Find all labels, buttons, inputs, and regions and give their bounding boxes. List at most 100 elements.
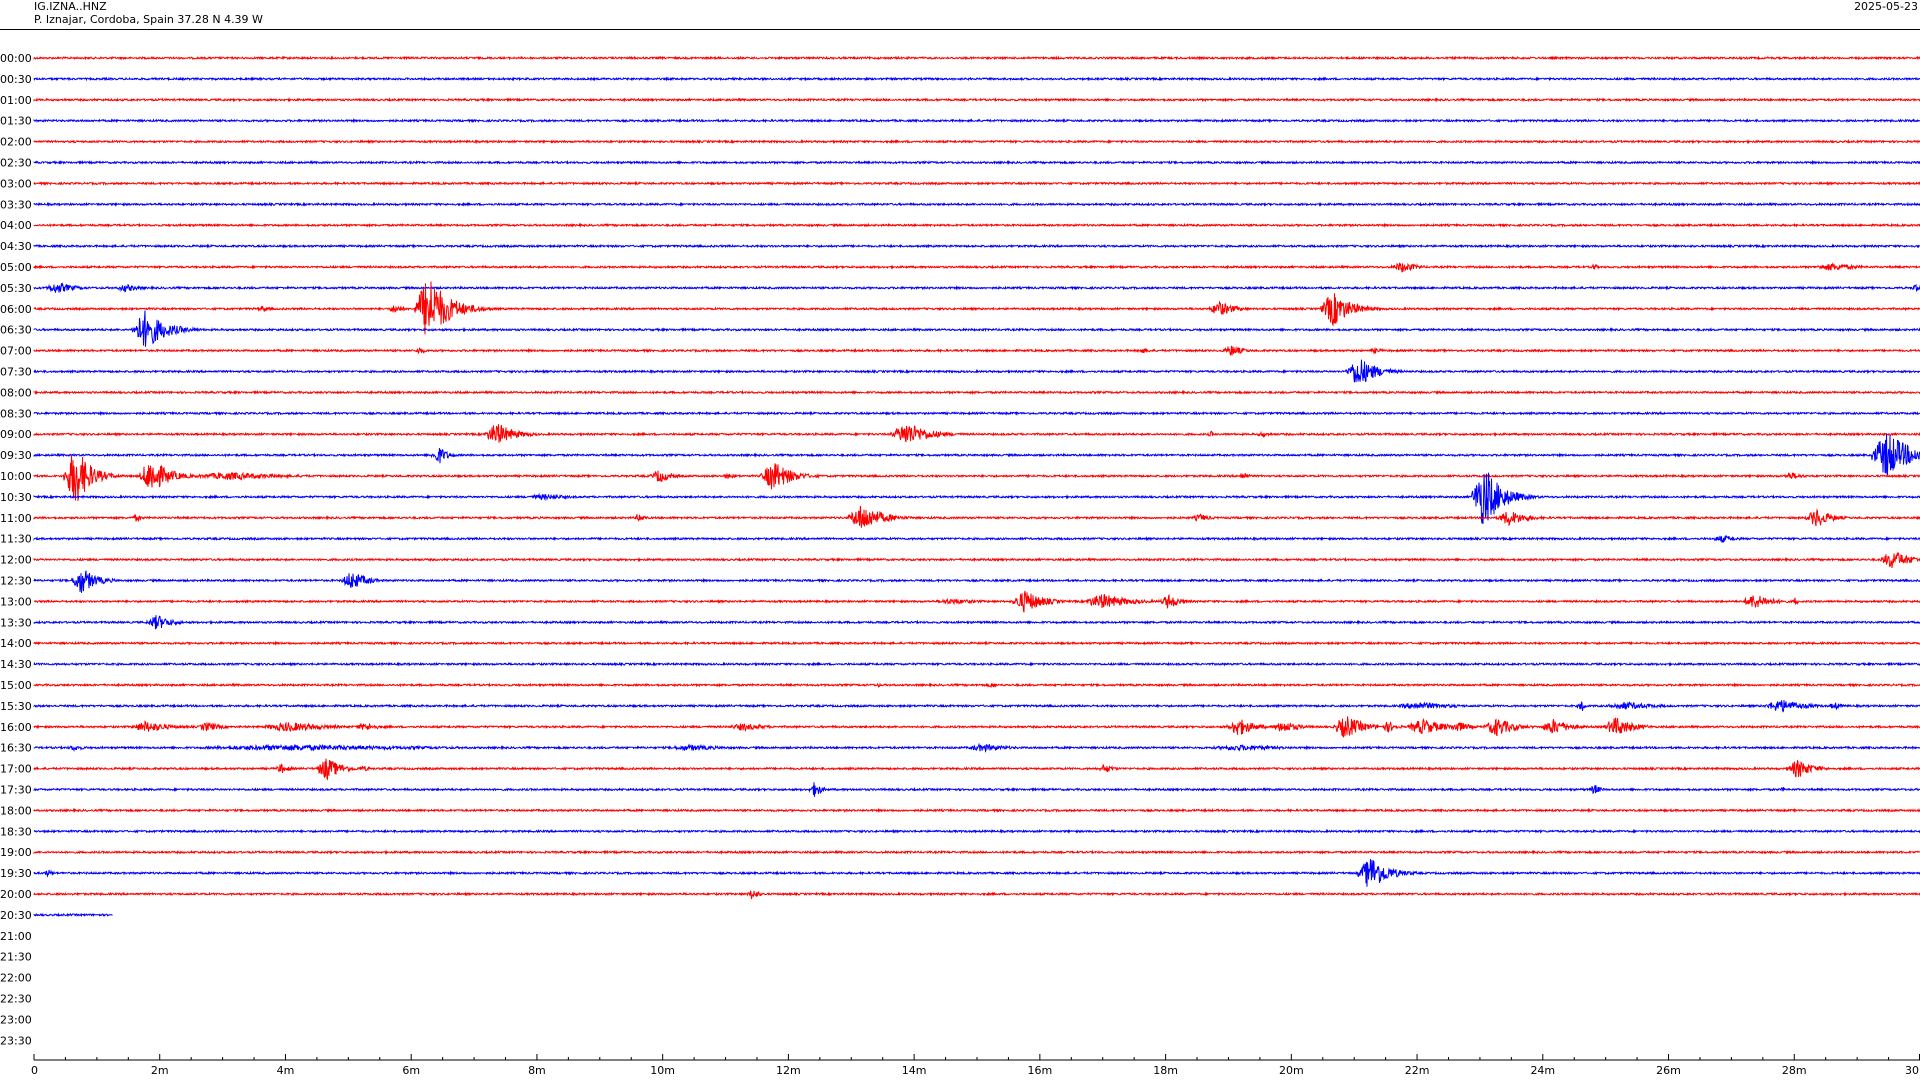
seismic-trace-1530	[33, 700, 1920, 713]
x-tick-label: 24m	[1530, 1064, 1555, 1077]
row-time-label: 08:30	[0, 407, 32, 420]
row-time-label: 22:30	[0, 993, 32, 1006]
row-label-group: 00:00 00:30 01:00 01:30 02:00 02:30 03:00 03:30…	[0, 52, 32, 1047]
seismic-trace-1100	[33, 505, 1920, 528]
row-time-label: 23:00	[0, 1013, 32, 1026]
seismic-trace-1730	[33, 782, 1920, 797]
x-tick-label: 22m	[1405, 1064, 1430, 1077]
seismic-trace-1400	[33, 640, 1920, 646]
row-time-label: 17:30	[0, 784, 32, 797]
seismic-trace-1800	[33, 807, 1920, 814]
seismic-trace-0600	[33, 281, 1920, 335]
record-date: 2025-05-23	[1854, 0, 1918, 13]
x-axis: 0 2m 4m 6m 8m 10m 12m 14m 16m 18m 20m 22m 24m 26m 28m 3…	[31, 1054, 1920, 1077]
row-time-label: 10:00	[0, 470, 32, 483]
seismic-trace-0200	[33, 138, 1920, 145]
row-time-label: 19:30	[0, 867, 32, 880]
row-time-label: 22:00	[0, 972, 32, 985]
row-time-label: 14:00	[0, 637, 32, 650]
row-time-label: 03:00	[0, 177, 32, 190]
row-time-label: 11:30	[0, 533, 32, 546]
row-time-label: 13:00	[0, 595, 32, 608]
row-time-label: 06:30	[0, 324, 32, 337]
row-time-label: 10:30	[0, 491, 32, 504]
seismic-trace-1830	[33, 828, 1920, 834]
row-time-label: 18:30	[0, 825, 32, 838]
seismic-trace-0330	[33, 201, 1920, 207]
row-time-label: 07:30	[0, 366, 32, 379]
seismic-trace-1200	[33, 551, 1920, 568]
seismic-trace-0900	[33, 424, 1920, 443]
row-time-label: 09:30	[0, 449, 32, 462]
row-time-label: 00:00	[0, 52, 32, 65]
x-tick-label: 2m	[151, 1064, 169, 1077]
row-time-label: 15:00	[0, 679, 32, 692]
row-time-label: 18:00	[0, 804, 32, 817]
row-time-label: 12:00	[0, 554, 32, 567]
x-tick-label: 6m	[402, 1064, 420, 1077]
seismic-trace-2000	[33, 890, 1920, 900]
row-time-label: 05:00	[0, 261, 32, 274]
row-time-label: 08:00	[0, 386, 32, 399]
seismic-trace-1600	[33, 716, 1920, 738]
row-time-label: 02:00	[0, 136, 32, 149]
trace-group	[33, 55, 1920, 918]
x-tick-label: 10m	[650, 1064, 675, 1077]
x-tick-label: 28m	[1782, 1064, 1807, 1077]
row-time-label: 21:00	[0, 930, 32, 943]
row-time-label: 06:00	[0, 303, 32, 316]
seismic-trace-1230	[33, 570, 1920, 593]
seismic-trace-0630	[33, 310, 1920, 347]
x-tick-label: 0	[31, 1064, 38, 1077]
row-time-label: 21:30	[0, 951, 32, 964]
x-tick-label: 16m	[1028, 1064, 1053, 1077]
station-code: IG.IZNA..HNZ	[34, 0, 107, 13]
seismic-trace-0030	[33, 76, 1920, 82]
row-time-label: 23:30	[0, 1034, 32, 1047]
seismic-trace-0400	[33, 222, 1920, 228]
seismic-trace-1630	[33, 742, 1920, 753]
row-time-label: 07:00	[0, 345, 32, 358]
row-time-label: 17:00	[0, 763, 32, 776]
x-tick-label: 18m	[1153, 1064, 1178, 1077]
x-tick-label: 30	[1905, 1064, 1919, 1077]
row-time-label: 03:30	[0, 198, 32, 211]
row-time-label: 12:30	[0, 575, 32, 588]
seismic-trace-0000	[33, 55, 1920, 61]
row-time-label: 15:30	[0, 700, 32, 713]
seismic-trace-1130	[33, 534, 1920, 543]
row-time-label: 09:00	[0, 428, 32, 441]
x-tick-label: 12m	[776, 1064, 801, 1077]
row-time-label: 20:00	[0, 888, 32, 901]
seismic-trace-1300	[33, 590, 1920, 613]
row-time-label: 11:00	[0, 512, 32, 525]
x-tick-label: 26m	[1656, 1064, 1681, 1077]
row-time-label: 00:30	[0, 73, 32, 86]
seismic-trace-1900	[33, 849, 1920, 855]
seismic-trace-0800	[33, 389, 1920, 396]
row-time-label: 20:30	[0, 909, 32, 922]
row-time-label: 04:30	[0, 240, 32, 253]
row-time-label: 19:00	[0, 846, 32, 859]
seismic-trace-0830	[33, 410, 1920, 417]
seismic-trace-0500	[33, 262, 1920, 273]
x-tick-label: 14m	[902, 1064, 927, 1077]
row-time-label: 01:30	[0, 115, 32, 128]
seismic-trace-0930	[33, 433, 1920, 476]
seismic-trace-2030	[33, 912, 113, 918]
seismic-trace-1700	[33, 758, 1920, 781]
seismic-trace-1330	[33, 615, 1920, 630]
seismic-trace-0130	[33, 117, 1920, 124]
seismic-trace-1000	[33, 454, 1920, 502]
seismic-trace-0100	[33, 97, 1920, 103]
row-time-label: 13:30	[0, 616, 32, 629]
row-time-label: 04:00	[0, 219, 32, 232]
seismic-trace-1030	[33, 472, 1920, 524]
x-tick-label: 20m	[1279, 1064, 1304, 1077]
row-time-label: 02:30	[0, 157, 32, 170]
row-time-label: 01:00	[0, 94, 32, 107]
station-location: P. Iznajar, Cordoba, Spain 37.28 N 4.39 …	[34, 13, 263, 26]
seismic-trace-0730	[33, 359, 1920, 383]
seismic-trace-0530	[33, 282, 1920, 293]
